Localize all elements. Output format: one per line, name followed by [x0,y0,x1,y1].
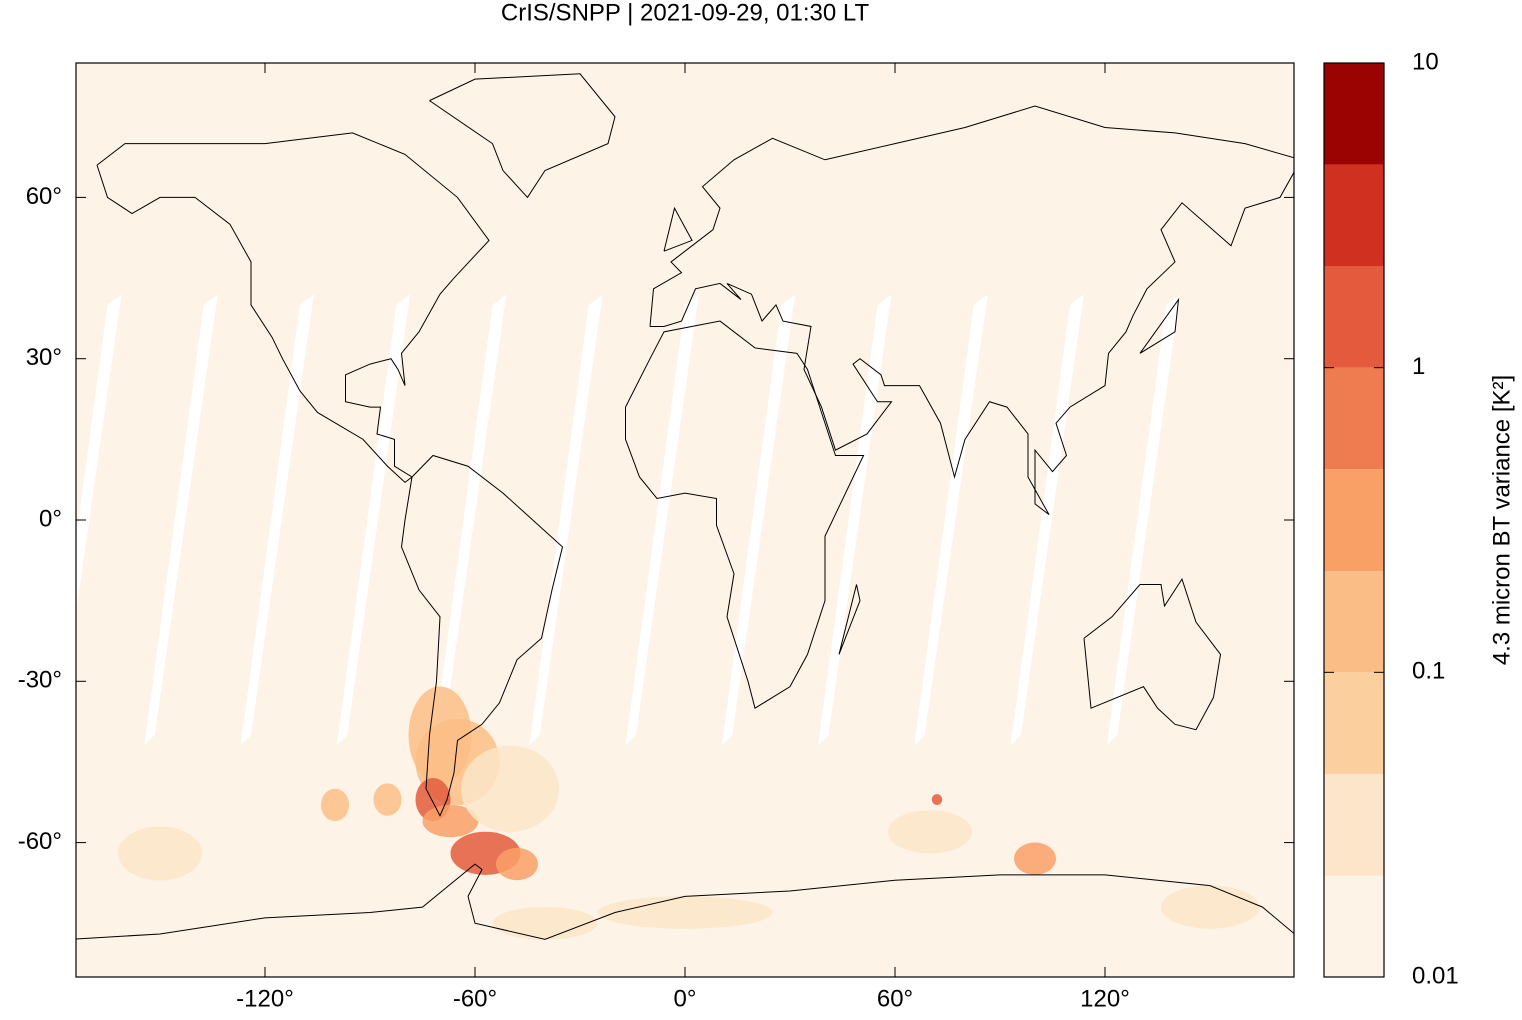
variance-patch [118,826,202,881]
coastline [76,863,1294,940]
colorbar-tick-label: 1 [1412,353,1425,380]
swath-gap [336,294,411,746]
colorbar-tick-label: 0.1 [1412,658,1445,685]
variance-patch [461,745,559,833]
colorbar-band [1324,672,1384,774]
y-tick-label: 0° [39,505,62,532]
swath-gap [625,294,699,746]
swath-gap [433,294,507,746]
swath-gap [721,294,796,746]
coastline [663,206,693,252]
swath-gap [1106,294,1181,746]
map-layer [76,63,1294,977]
colorbar-band [1324,469,1384,572]
coastline [1139,297,1180,354]
y-tick-label: 30° [26,344,62,371]
variance-patch [422,804,479,838]
coastline [838,584,861,655]
coastline [96,132,490,484]
coastline [649,105,1294,516]
colorbar-band [1324,367,1384,470]
swath-gap [1010,294,1084,746]
y-tick-label: 60° [26,183,62,210]
map-background [76,63,1294,977]
chart-title: CrIS/SNPP | 2021-09-29, 01:30 LT [501,0,870,26]
colorbar-tick-label: 0.01 [1412,962,1459,989]
variance-patch [888,810,972,854]
colorbar-band [1324,164,1384,267]
colorbar-band [1324,773,1384,876]
colorbar-label: 4.3 micron BT variance [K²] [1488,375,1515,665]
variance-patch [321,788,349,822]
colorbar-band [1324,63,1384,165]
x-tick-label: -60° [453,985,497,1012]
swath-gap [529,294,603,746]
coastline [429,73,616,199]
colorbar-band [1324,266,1384,368]
coastline [625,320,865,709]
swath-gap [914,294,988,746]
colorbar-band [1324,571,1384,673]
variance-patch [931,794,943,805]
x-tick-label: -120° [236,985,294,1012]
x-tick-label: 60° [877,985,913,1012]
variance-patch [496,847,538,881]
variance-patch [1161,885,1259,929]
coastline [1083,577,1222,731]
y-tick-label: -60° [18,828,62,855]
colorbar-frame [1323,62,1385,978]
axes-layer: -120° -60° 0° 60° 120° -60° -30° 0° 30° 60° 0.01 0.… [18,48,1516,1012]
x-tick-label: 0° [674,985,697,1012]
y-tick-label: -30° [18,667,62,694]
swath-gap [818,294,892,746]
variance-patch [492,907,598,940]
colorbar-tick-label: 10 [1412,48,1439,75]
coastline [400,454,564,817]
swath-gap [144,294,218,746]
variance-patch [597,896,773,929]
swath-gap [76,294,122,613]
variance-patch [373,783,402,816]
variance-patch [1014,842,1056,875]
swath-gap [240,294,314,746]
colorbar-band [1324,875,1384,977]
x-tick-label: 120° [1080,985,1130,1012]
